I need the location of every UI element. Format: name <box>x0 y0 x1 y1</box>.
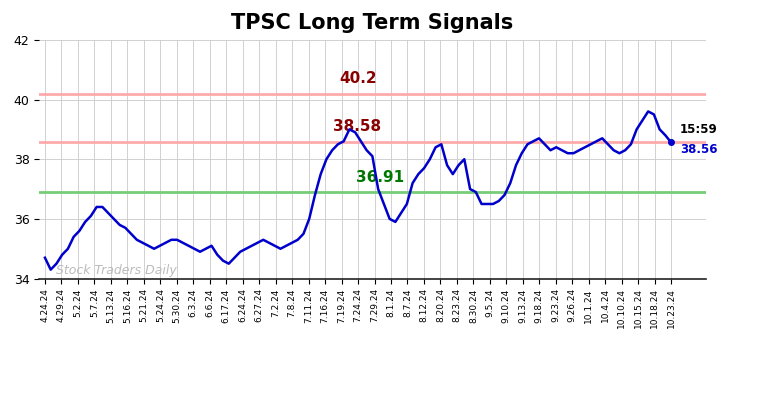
Text: 38.56: 38.56 <box>680 143 717 156</box>
Title: TPSC Long Term Signals: TPSC Long Term Signals <box>231 13 514 33</box>
Text: Stock Traders Daily: Stock Traders Daily <box>56 264 177 277</box>
Text: 15:59: 15:59 <box>680 123 717 136</box>
Text: 38.58: 38.58 <box>333 119 381 134</box>
Text: 36.91: 36.91 <box>356 170 405 185</box>
Text: 40.2: 40.2 <box>339 71 377 86</box>
